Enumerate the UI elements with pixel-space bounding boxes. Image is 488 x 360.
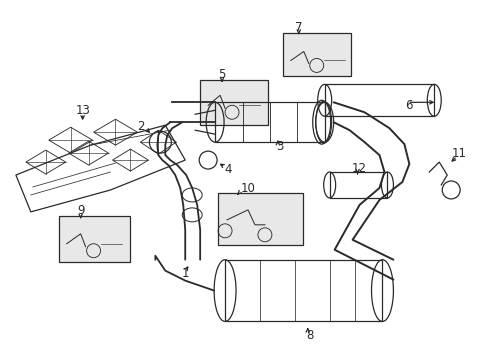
Bar xyxy=(200,80,267,125)
Text: 8: 8 xyxy=(305,329,313,342)
Text: 7: 7 xyxy=(294,21,302,34)
Text: 10: 10 xyxy=(240,183,255,195)
Text: 13: 13 xyxy=(75,104,90,117)
Bar xyxy=(218,193,302,245)
Text: 2: 2 xyxy=(136,120,144,133)
Text: 6: 6 xyxy=(405,99,412,112)
Text: 12: 12 xyxy=(351,162,366,175)
Bar xyxy=(215,102,324,142)
Text: 4: 4 xyxy=(224,163,231,176)
Bar xyxy=(282,32,350,76)
Text: 11: 11 xyxy=(451,147,466,159)
Bar xyxy=(59,216,130,262)
Bar xyxy=(224,260,382,321)
Text: 1: 1 xyxy=(181,267,188,280)
Bar xyxy=(324,84,433,116)
Text: 3: 3 xyxy=(276,140,283,153)
Bar xyxy=(329,172,386,198)
Text: 9: 9 xyxy=(77,204,84,217)
Text: 5: 5 xyxy=(218,68,225,81)
